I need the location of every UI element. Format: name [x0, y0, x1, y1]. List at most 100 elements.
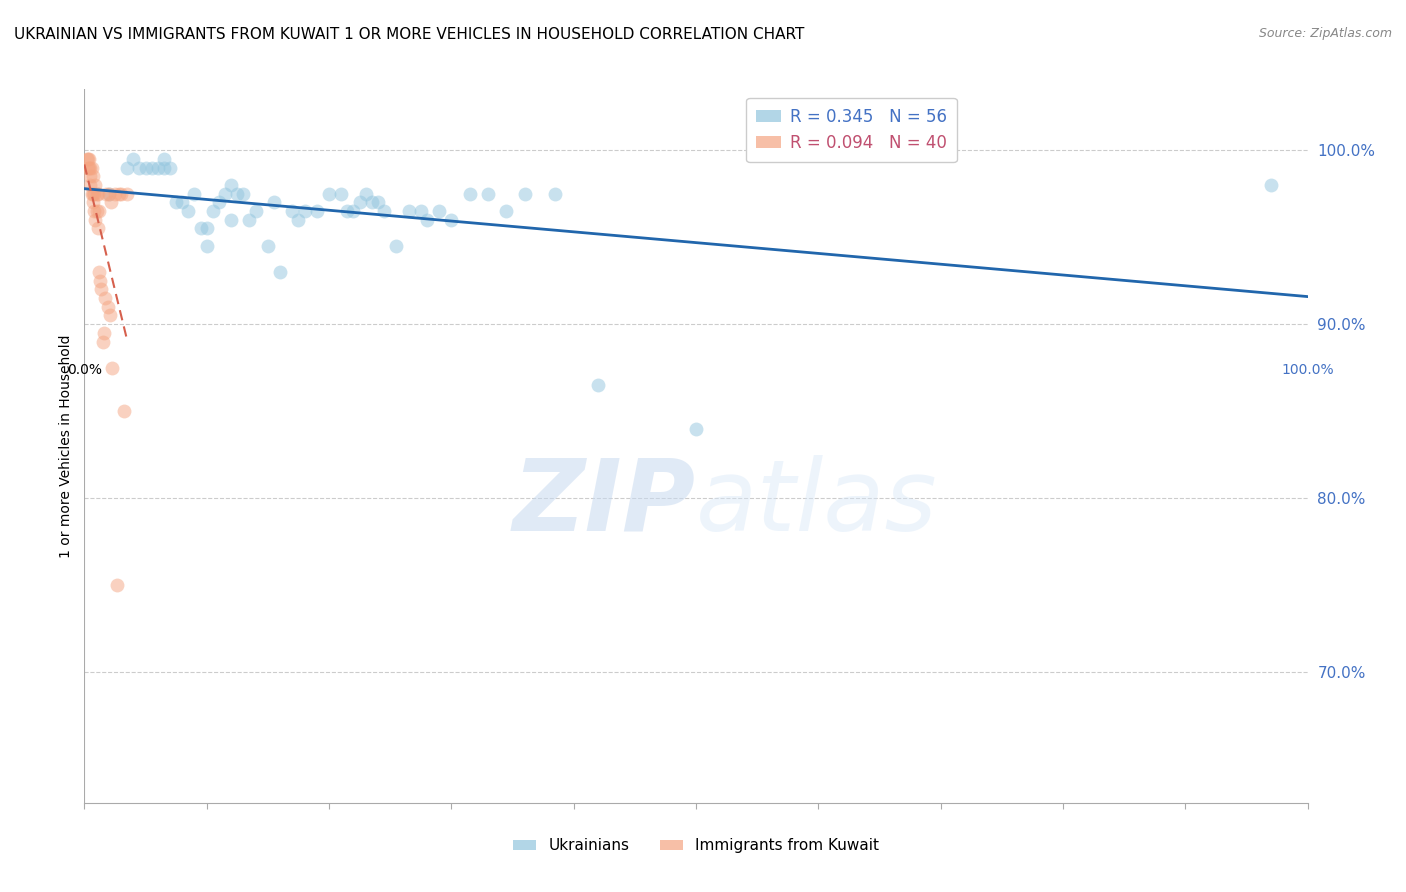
Point	[96, 186, 118, 201]
Point	[128, 161, 150, 175]
Point	[112, 404, 135, 418]
Point	[79, 178, 101, 192]
Point	[87, 221, 110, 235]
Point	[90, 282, 112, 296]
Point	[238, 212, 260, 227]
Point	[97, 186, 120, 201]
Point	[104, 186, 127, 201]
Point	[97, 186, 120, 201]
Point	[427, 204, 450, 219]
Point	[373, 204, 395, 219]
Point	[245, 204, 267, 219]
Text: UKRAINIAN VS IMMIGRANTS FROM KUWAIT 1 OR MORE VEHICLES IN HOUSEHOLD CORRELATION : UKRAINIAN VS IMMIGRANTS FROM KUWAIT 1 OR…	[14, 27, 804, 42]
Point	[495, 204, 517, 219]
Point	[87, 265, 110, 279]
Point	[269, 265, 291, 279]
Point	[159, 161, 181, 175]
Point	[91, 334, 114, 349]
Point	[86, 186, 108, 201]
Point	[513, 186, 536, 201]
Point	[80, 186, 103, 201]
Point	[76, 152, 98, 166]
Point	[1260, 178, 1282, 192]
Point	[257, 239, 280, 253]
Point	[80, 161, 103, 175]
Point	[110, 186, 132, 201]
Point	[83, 204, 105, 219]
Point	[77, 152, 100, 166]
Point	[385, 239, 408, 253]
Point	[153, 152, 176, 166]
Point	[440, 212, 463, 227]
Point	[232, 186, 254, 201]
Point	[190, 221, 212, 235]
Point	[172, 195, 194, 210]
Point	[177, 204, 200, 219]
Point	[87, 204, 110, 219]
Point	[330, 186, 353, 201]
Point	[685, 421, 707, 435]
Text: atlas: atlas	[696, 455, 938, 551]
Point	[195, 239, 218, 253]
Point	[101, 360, 124, 375]
Point	[94, 291, 117, 305]
Point	[226, 186, 249, 201]
Text: 0.0%: 0.0%	[67, 362, 101, 376]
Point	[305, 204, 328, 219]
Point	[82, 169, 104, 184]
Point	[287, 212, 309, 227]
Point	[153, 161, 176, 175]
Text: ZIP: ZIP	[513, 455, 696, 551]
Point	[477, 186, 499, 201]
Point	[544, 186, 567, 201]
Point	[195, 221, 218, 235]
Point	[146, 161, 169, 175]
Point	[219, 178, 242, 192]
Point	[79, 169, 101, 184]
Point	[107, 186, 129, 201]
Point	[416, 212, 439, 227]
Point	[336, 204, 359, 219]
Point	[98, 309, 121, 323]
Point	[82, 195, 104, 210]
Point	[281, 204, 304, 219]
Point	[458, 186, 481, 201]
Point	[354, 186, 377, 201]
Text: 100.0%: 100.0%	[1281, 362, 1334, 376]
Point	[100, 195, 122, 210]
Point	[214, 186, 236, 201]
Point	[105, 578, 128, 592]
Point	[183, 186, 205, 201]
Point	[79, 161, 101, 175]
Point	[367, 195, 389, 210]
Point	[135, 161, 157, 175]
Point	[398, 204, 420, 219]
Point	[89, 274, 111, 288]
Y-axis label: 1 or more Vehicles in Household: 1 or more Vehicles in Household	[59, 334, 73, 558]
Point	[115, 186, 138, 201]
Point	[294, 204, 316, 219]
Point	[97, 300, 120, 314]
Legend: Ukrainians, Immigrants from Kuwait: Ukrainians, Immigrants from Kuwait	[508, 832, 884, 859]
Point	[86, 204, 108, 219]
Point	[141, 161, 163, 175]
Point	[82, 186, 104, 201]
Point	[77, 152, 100, 166]
Point	[84, 212, 107, 227]
Point	[77, 161, 100, 175]
Point	[586, 378, 609, 392]
Point	[349, 195, 371, 210]
Point	[318, 186, 340, 201]
Point	[409, 204, 432, 219]
Point	[87, 186, 110, 201]
Point	[165, 195, 187, 210]
Point	[342, 204, 364, 219]
Point	[122, 152, 145, 166]
Point	[201, 204, 224, 219]
Point	[83, 186, 105, 201]
Point	[219, 212, 242, 227]
Point	[208, 195, 231, 210]
Point	[360, 195, 382, 210]
Point	[115, 161, 138, 175]
Point	[93, 326, 115, 340]
